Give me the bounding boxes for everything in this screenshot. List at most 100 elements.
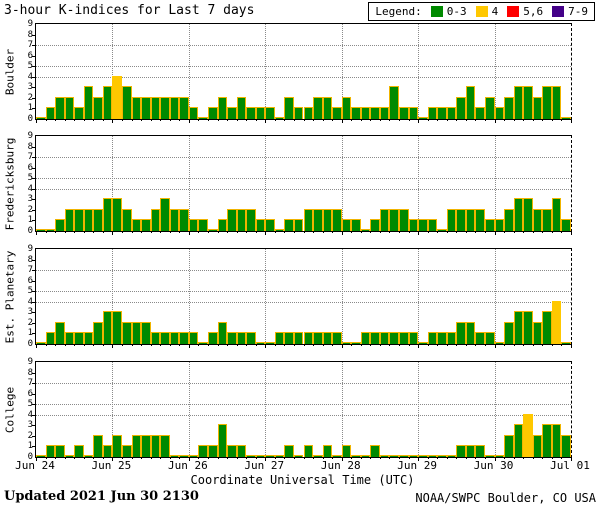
y-tick-label: 7 [27,40,33,51]
day-gridline [341,249,343,344]
day-gridline [494,362,496,457]
k-index-bar [246,455,256,457]
y-tick-label: 1 [27,328,33,339]
x-tick [112,119,114,123]
day-gridline [494,136,496,231]
k-index-bar [408,332,419,344]
legend-entry-green: 0-3 [430,5,467,18]
k-index-bar [102,86,113,119]
x-tick [284,457,286,459]
y-tick [32,199,36,201]
x-tick [446,231,448,233]
k-index-bar [446,208,457,231]
x-tick [571,344,572,348]
k-index-bar [45,332,56,344]
k-index-bar [160,332,170,344]
k-index-bar [313,332,323,344]
x-tick [332,119,334,121]
y-tick-label: 6 [27,388,33,399]
x-tick [360,119,362,121]
x-tick [408,231,410,233]
y-tick-label: 7 [27,152,33,163]
k-index-bar [102,198,113,231]
yellow-swatch [475,6,488,17]
k-index-bar [360,455,371,457]
k-index-bar [532,434,543,457]
k-index-bar [418,455,428,457]
x-tick [284,119,286,121]
x-tick [93,231,95,233]
x-tick [93,457,95,459]
x-tick [293,457,295,459]
k-index-bar [188,107,199,119]
y-tick-label: 5 [27,399,33,410]
x-tick [236,457,238,459]
k-index-bar [513,198,524,231]
y-tick-label: 9 [27,357,33,367]
k-index-bar [274,455,285,457]
y-tick [32,188,36,190]
y-tick [32,414,36,416]
k-index-bar [408,107,419,119]
x-tick [513,344,515,346]
k-index-bar [494,455,505,457]
k-index-bar [265,455,275,457]
k-index-bar [504,434,514,457]
y-tick-label: 3 [27,307,33,318]
k-index-bar [265,342,275,344]
x-tick [561,231,563,233]
k-index-bar [322,445,333,457]
x-tick [427,344,429,346]
x-tick [169,231,171,233]
x-tick [150,231,152,233]
x-tick [322,344,324,346]
k-index-bar [207,229,218,231]
y-tick-label: 0 [27,114,33,124]
x-tick [561,344,563,346]
y-tick [32,425,36,427]
x-tick [475,119,477,121]
x-tick [332,231,334,233]
k-index-bar [93,321,103,344]
k-index-bar [360,229,371,231]
y-tick [32,97,36,99]
x-tick [131,457,133,459]
x-tick [64,231,66,233]
y-tick-label: 8 [27,141,33,152]
x-tick [179,457,181,459]
station-label-college: College [3,386,17,433]
k-index-bar [112,311,122,344]
y-tick-label: 5 [27,61,33,72]
x-tick [188,231,190,235]
x-tick [83,457,85,459]
y-tick-label: 9 [27,244,33,254]
k-index-bar [255,455,266,457]
x-tick [236,119,238,121]
k-index-bar [198,219,208,231]
k-index-bar [379,107,390,119]
x-tick [532,457,534,459]
x-tick [284,344,286,346]
y-tick-label: 1 [27,441,33,452]
y-tick-label: 4 [27,409,33,420]
x-tick [83,344,85,346]
k-index-bar [523,198,533,231]
k-index-bar [150,332,161,344]
k-index-bar [55,96,65,119]
x-tick [485,231,487,233]
x-tick [74,231,76,233]
k-index-bar [351,107,361,119]
x-tick [160,457,162,459]
x-tick [169,344,171,346]
x-tick [236,344,238,346]
x-tick [131,231,133,233]
x-tick [188,344,190,348]
x-tick [303,344,305,346]
k-index-bar [494,219,505,231]
day-gridline [112,249,114,344]
k-index-bar [36,117,46,119]
x-tick [207,457,209,459]
k-index-bar [475,208,485,231]
x-tick [246,344,248,346]
